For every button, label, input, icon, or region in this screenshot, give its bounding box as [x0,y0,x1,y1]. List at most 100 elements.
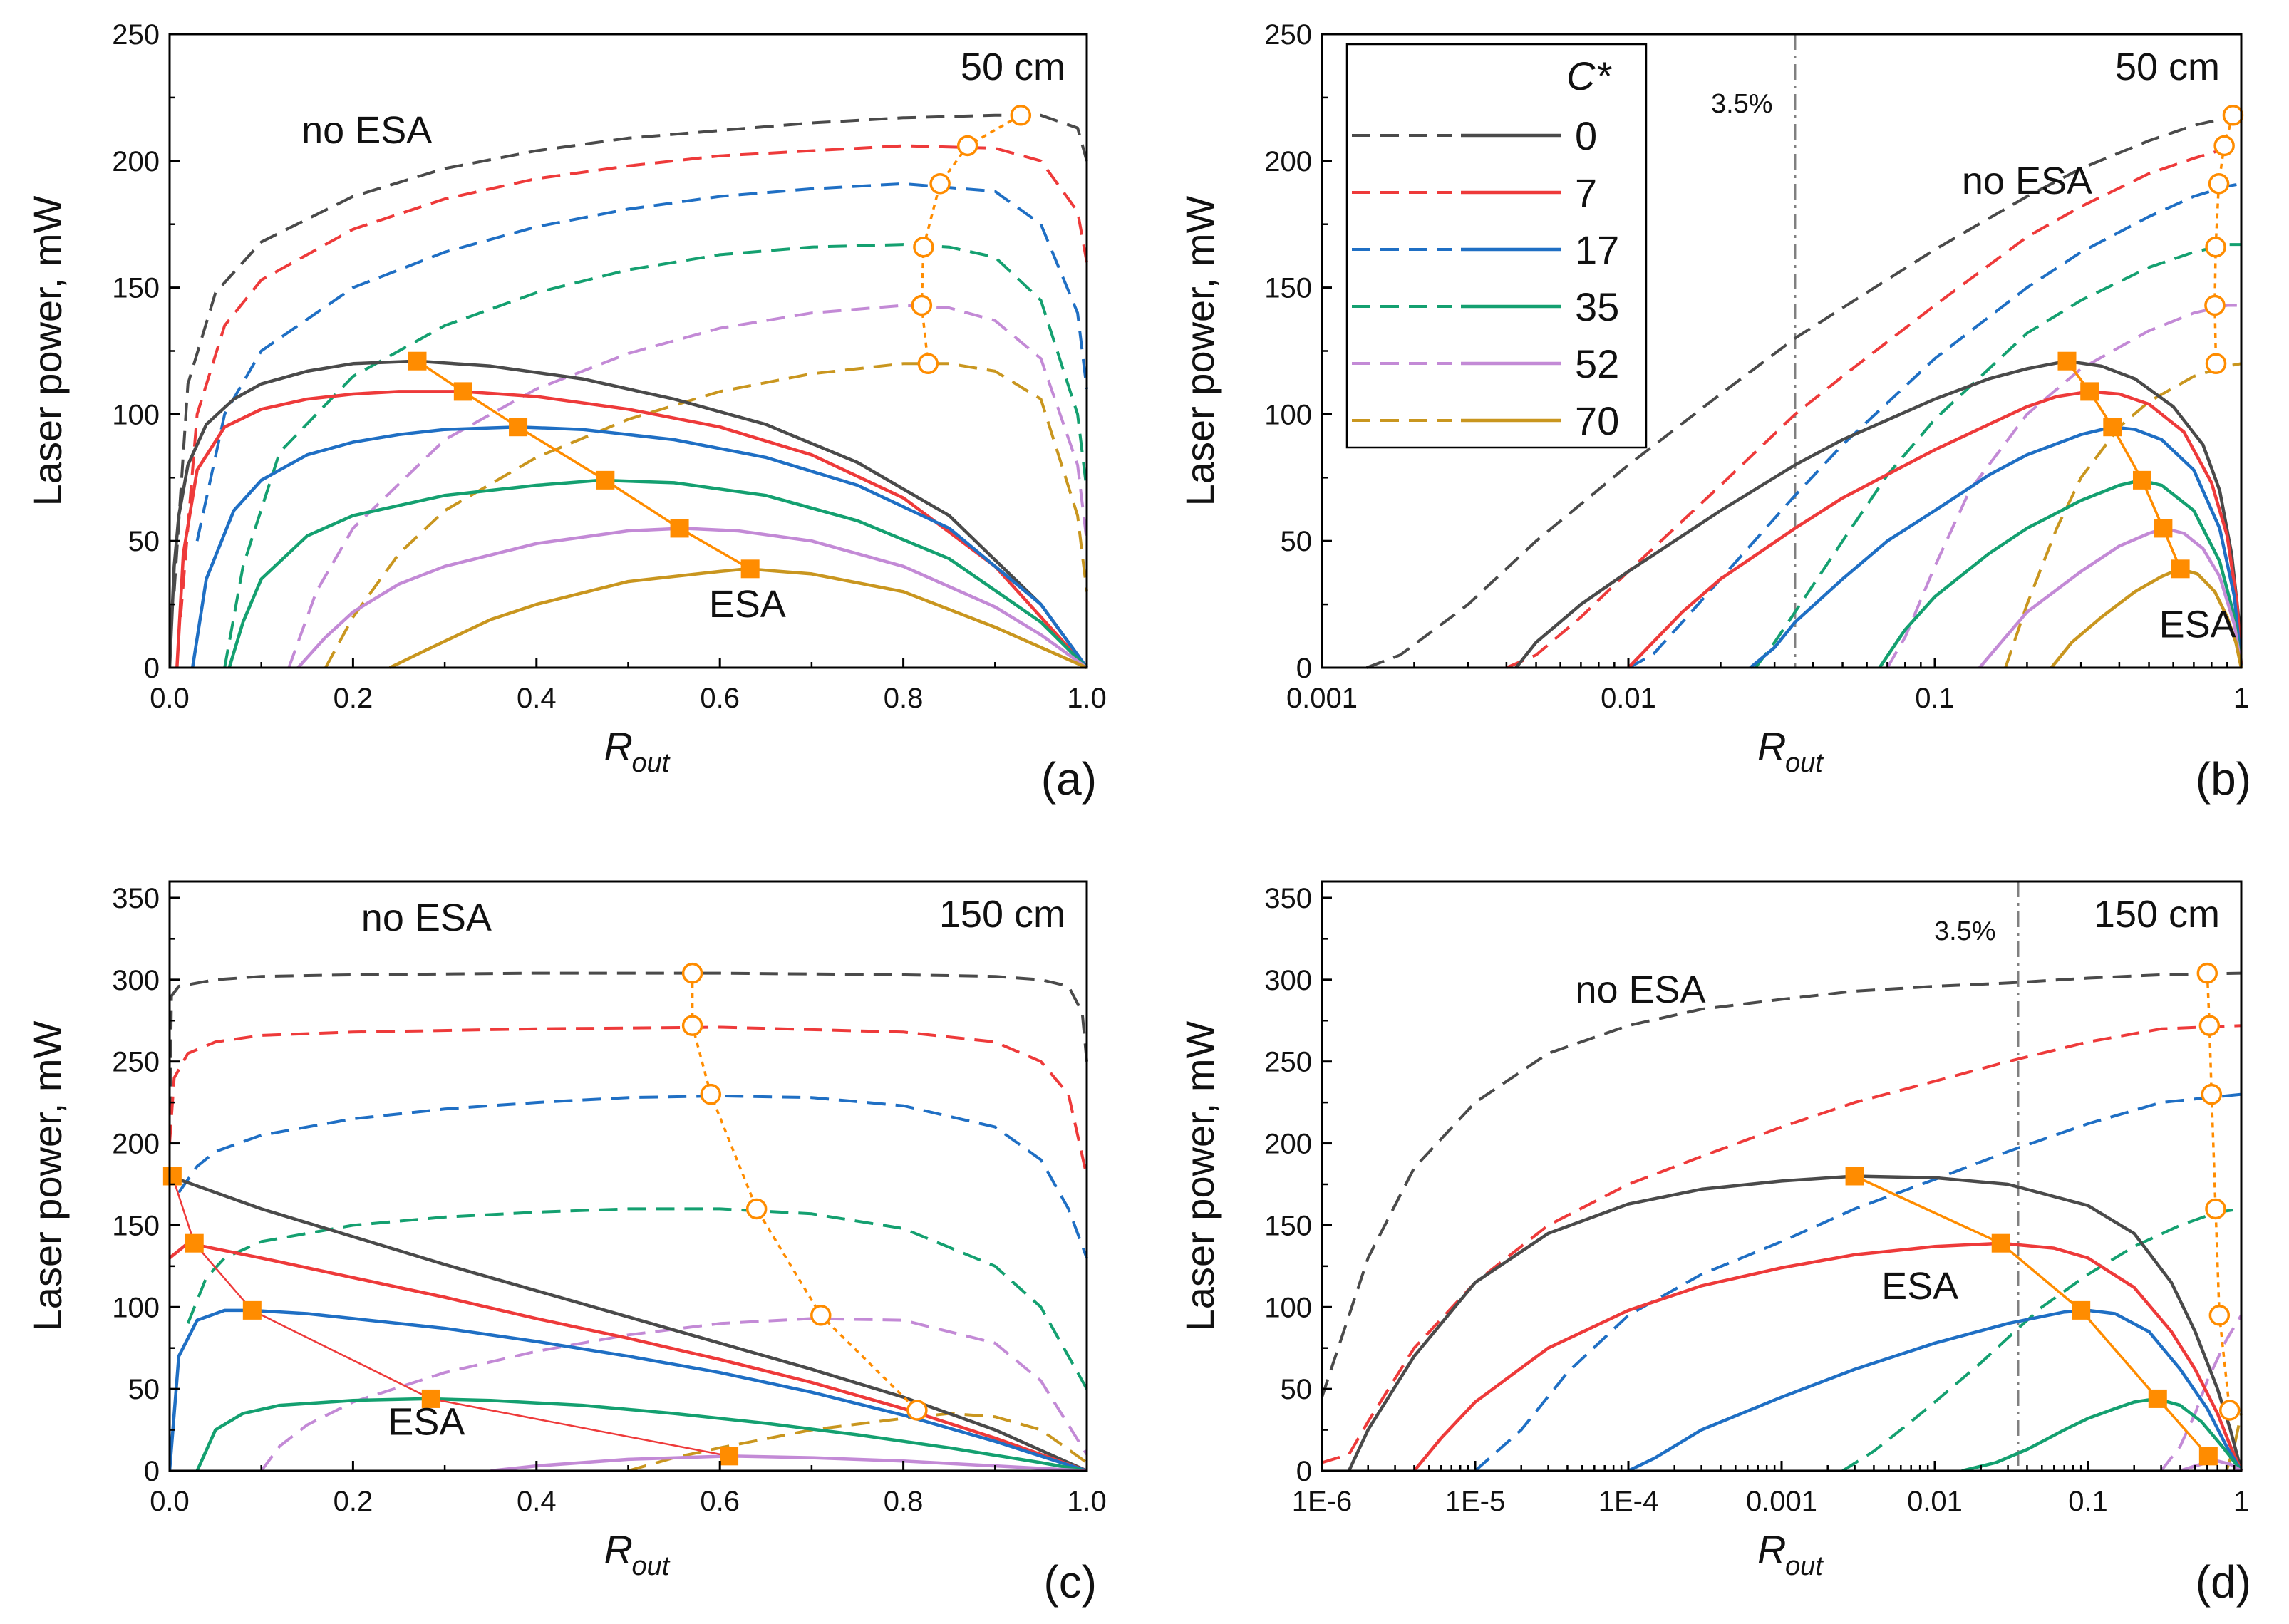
optimum-no-esa-marker [911,294,933,316]
no-esa-label: no ESA [1575,968,1705,1011]
optimum-no-esa-marker [2218,1400,2241,1421]
series-no-esa-c52 [260,1317,1088,1472]
x-tick-label: 0.001 [1286,683,1358,714]
series-no-esa-c52 [2160,1314,2243,1472]
optimum-no-esa-marker [917,353,939,375]
y-tick-label: 50 [1281,526,1313,557]
x-tick-label: 0.2 [334,683,373,714]
legend-label-c17: 17 [1575,227,1619,272]
fiber-length-label: 50 cm [961,46,1065,88]
x-tick-label: 0.1 [2068,1486,2108,1517]
optimum-esa-marker [2148,1389,2167,1408]
optimum-esa-marker [670,519,689,538]
optimum-no-esa-marker [2204,294,2226,316]
y-tick-label: 0 [144,1456,160,1487]
y-tick-label: 250 [112,19,160,51]
x-axis-title: R [604,724,633,769]
series-esa-c7 [1412,1241,2243,1472]
series-no-esa-c35 [186,1207,1088,1390]
x-tick-label: 0.001 [1746,1486,1817,1517]
series-esa-c52 [490,1454,1087,1472]
panel-b: 3.5% 0 50 100 150 200 250 0.001 0.01 0.1 1 Laser po… [1177,19,2251,805]
series-no-esa-c70 [627,1412,1088,1472]
y-tick-label: 350 [112,883,160,914]
optimum-no-esa-marker [956,135,978,157]
series-no-esa-c7 [170,1025,1088,1176]
optimum-esa-marker [2080,382,2099,401]
curves-d [1322,971,2243,1472]
legend-label-c52: 52 [1575,341,1619,386]
y-tick-label: 100 [112,1292,160,1323]
fiber-length-label: 150 cm [2094,893,2220,936]
series-esa-c0 [1514,359,2243,669]
optimum-esa-marker [1845,1167,1864,1186]
panel-label: (c) [1043,1556,1097,1608]
legend-label-c70: 70 [1575,398,1619,443]
x-tick-label: 1.0 [1067,1486,1107,1517]
y-tick-label: 200 [112,1129,160,1160]
x-tick-label: 1.0 [1067,683,1107,714]
optimum-esa-marker [509,418,528,437]
x-axis-title-subscript: out [1785,748,1824,778]
panel-label: (a) [1041,753,1097,805]
optimum-esa-marker [2132,470,2151,490]
series-esa-c35 [1878,478,2243,669]
series-esa-c17 [190,425,1088,669]
x-tick-label: 1E-5 [1445,1486,1506,1517]
y-tick-label: 200 [1264,1129,1312,1160]
y-tick-label: 300 [1264,965,1312,996]
optimum-no-esa-marker [810,1305,832,1326]
series-no-esa-c52 [1886,304,2241,669]
legend-label-c7: 7 [1575,170,1597,215]
legend-box [1345,43,1648,449]
x-tick-label: 1E-4 [1598,1486,1659,1517]
optimum-no-esa-marker [2222,105,2244,126]
x-tick-label: 1E-6 [1292,1486,1353,1517]
x-axis-title: R [604,1527,633,1572]
optimum-esa-marker [2171,559,2190,579]
y-tick-label: 100 [1264,399,1312,430]
optimum-esa-marker [453,382,472,401]
y-tick-label: 250 [112,1047,160,1078]
optimum-no-esa-marker [2208,1305,2231,1326]
optimum-no-esa-marker [2213,135,2235,157]
optimum-no-esa-marker [681,1015,703,1036]
x-tick-label: 0.4 [517,683,557,714]
optimum-esa-marker [421,1389,440,1408]
series-no-esa-c17 [1628,182,2242,669]
plot-frame [1321,880,2243,1472]
y-tick-label: 250 [1264,19,1312,51]
series-esa-c52 [296,527,1088,669]
series-esa-c7 [175,390,1088,669]
x-tick-label: 0.2 [334,1486,373,1517]
series-esa-c0 [1347,1174,2243,1472]
optimum-no-esa-marker [700,1083,722,1105]
x-tick-label: 0.1 [1915,683,1955,714]
series-esa-c35 [1961,1397,2243,1472]
legend: C* 0 7 17 35 52 70 [1345,43,1648,449]
series-esa-c52 [1978,527,2243,669]
legend-label-c35: 35 [1575,284,1619,329]
panel-d: 3.5% 0 50 100 150 200 250 300 350 1E-6 1E-5 1E-4 0.0… [1177,880,2251,1608]
fiber-length-label: 150 cm [939,893,1065,936]
esa-label: ESA [388,1400,465,1443]
series-esa-c17 [1628,1308,2243,1472]
optimum-esa-marker [720,1447,739,1466]
series-no-esa-c17 [195,182,1088,542]
y-tick-label: 150 [1264,1210,1312,1241]
series-no-esa-c0 [1366,113,2242,669]
y-tick-label: 150 [1264,273,1312,304]
series-esa-c35 [227,478,1088,669]
y-axis-title: Laser power, mW [25,1021,70,1332]
fiber-length-label: 50 cm [2115,46,2220,88]
no-esa-label: no ESA [361,896,492,939]
optimum-esa-marker [740,559,760,579]
series-no-esa-c7 [1506,144,2242,669]
no-esa-label: no ESA [1962,160,2092,202]
series-no-esa-c7 [1322,1024,2242,1464]
optimum-no-esa-marker [2208,173,2230,195]
y-tick-label: 200 [112,146,160,177]
y-tick-label: 100 [112,399,160,430]
y-tick-label: 0 [1296,1456,1312,1487]
